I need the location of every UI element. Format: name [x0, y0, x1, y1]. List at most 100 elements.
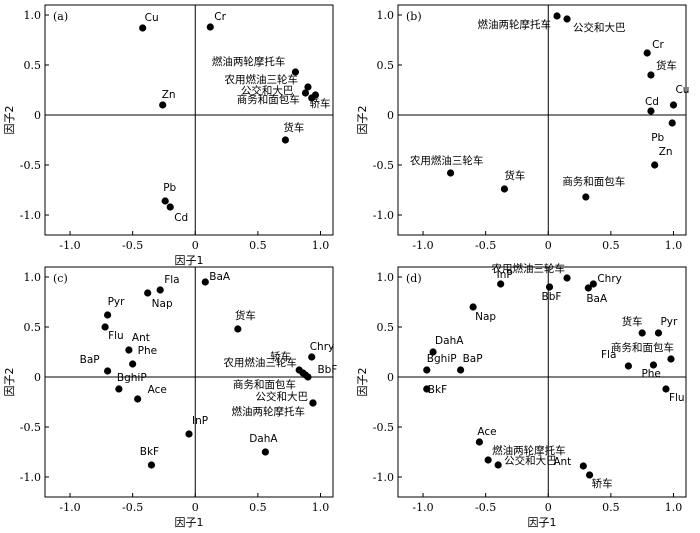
data-point	[304, 373, 312, 381]
data-point-label: 公交和大巴	[255, 390, 308, 403]
data-point-label: Flu	[108, 330, 124, 342]
data-point	[563, 274, 571, 282]
y-tick-label: 0.5	[377, 59, 395, 72]
y-tick-label: -1.0	[20, 209, 41, 222]
x-tick-label: -1.0	[412, 239, 433, 252]
data-point	[484, 456, 492, 464]
data-point-label: 燃油两轮摩托车	[492, 444, 565, 457]
data-point-label: Cu	[675, 84, 689, 96]
y-tick-label: 1.0	[377, 271, 395, 284]
data-point	[423, 366, 431, 374]
data-point-label: 轿车	[309, 97, 330, 110]
data-point	[281, 136, 290, 144]
data-point	[553, 12, 561, 20]
y-tick-label: -0.5	[20, 421, 41, 434]
x-tick-label: 0.5	[249, 501, 267, 514]
data-point	[147, 461, 156, 469]
data-point	[585, 471, 594, 479]
x-tick-label: 0.5	[602, 501, 620, 514]
data-point-label: Chry	[310, 341, 335, 353]
data-point	[647, 71, 655, 79]
data-point	[457, 366, 465, 374]
data-point-label: 货车	[622, 315, 643, 328]
data-point	[166, 203, 174, 211]
panel-a: (a) -1.0 -0.5 0 0.5 1.0 -1.0 -0.5 0 0.5 1.0 因子1 因子2 C…	[3, 4, 334, 267]
y-tick-label: 0.5	[24, 59, 42, 72]
x-tick-label: -0.5	[475, 239, 496, 252]
data-point-label: Ace	[148, 384, 167, 396]
y-tick-label: -0.5	[373, 159, 394, 172]
data-point-label: 燃油两轮摩托车	[212, 55, 286, 68]
data-point-label: 货车	[283, 121, 304, 134]
data-point	[643, 49, 651, 57]
y-tick-label: -1.0	[20, 471, 41, 484]
data-point	[144, 289, 152, 297]
data-point-label: Pyr	[660, 316, 678, 328]
x-tick-label: 1.0	[312, 501, 330, 514]
data-point-label: 燃油两轮摩托车	[478, 18, 552, 31]
data-point-label: 公交和大巴	[504, 454, 557, 467]
data-point-label: BaP	[80, 354, 100, 366]
data-point	[311, 91, 320, 99]
data-point	[261, 448, 269, 456]
data-point	[156, 286, 164, 294]
data-point-label: BkF	[428, 384, 447, 396]
panel-c: (c) -1.0 -0.5 0 0.5 1.0 -1.0 -0.5 0 0.5 1.0 因子1 因子2 B…	[3, 266, 337, 529]
data-point-label: 货车	[504, 169, 525, 182]
data-point	[662, 385, 670, 393]
x-tick-label: -1.0	[412, 501, 433, 514]
data-point	[545, 283, 554, 291]
y-tick-label: 1.0	[24, 271, 42, 284]
data-point-label: Cr	[214, 11, 226, 23]
x-tick-label: 0	[192, 239, 199, 252]
x-axis-label: 因子1	[528, 516, 557, 529]
x-tick-label: -1.0	[59, 239, 80, 252]
data-point	[291, 68, 300, 76]
data-point-label: Phe	[641, 368, 660, 380]
data-point-label: Pyr	[108, 296, 126, 308]
data-point	[134, 395, 142, 403]
data-point	[668, 119, 676, 127]
panel-label: (a)	[53, 10, 68, 23]
data-point	[649, 361, 658, 369]
data-point-label: 商务和面包车	[562, 175, 625, 188]
data-point-label: 轿车	[592, 477, 613, 490]
data-point-label: BaP	[463, 353, 483, 365]
x-tick-label: 0	[192, 501, 199, 514]
data-point	[475, 438, 483, 446]
y-tick-label: 1.0	[377, 9, 395, 22]
y-axis-label: 因子2	[3, 368, 16, 397]
data-point	[494, 461, 502, 469]
y-tick-label: 0.5	[24, 321, 42, 334]
x-tick-label: -0.5	[122, 239, 143, 252]
plot-frame	[397, 266, 687, 498]
data-point	[139, 24, 147, 32]
data-point-label: InP	[497, 269, 513, 281]
x-tick-label: 1.0	[665, 501, 683, 514]
data-point	[497, 280, 505, 288]
data-point-label: DahA	[249, 433, 278, 445]
data-point	[115, 385, 123, 393]
panel-label: (d)	[406, 272, 422, 285]
data-point-label: Nap	[475, 311, 496, 323]
data-point-label: Cu	[145, 12, 159, 24]
data-point-label: 货车	[656, 59, 677, 72]
data-point-label: Ant	[553, 456, 571, 468]
data-point	[309, 399, 317, 407]
data-point-label: Cr	[652, 39, 664, 51]
data-point	[446, 169, 455, 177]
data-point	[667, 355, 675, 363]
data-point-label: Phe	[138, 345, 157, 357]
data-point-label: BghiP	[427, 353, 457, 365]
data-point	[104, 311, 112, 319]
data-point-label: BghiP	[117, 372, 147, 384]
data-point-label: DahA	[435, 335, 464, 347]
data-point	[429, 348, 437, 356]
x-tick-label: -1.0	[59, 501, 80, 514]
data-point	[159, 101, 167, 109]
data-point	[500, 185, 509, 193]
data-point	[669, 101, 678, 109]
data-point	[584, 284, 592, 292]
data-point	[589, 280, 597, 288]
